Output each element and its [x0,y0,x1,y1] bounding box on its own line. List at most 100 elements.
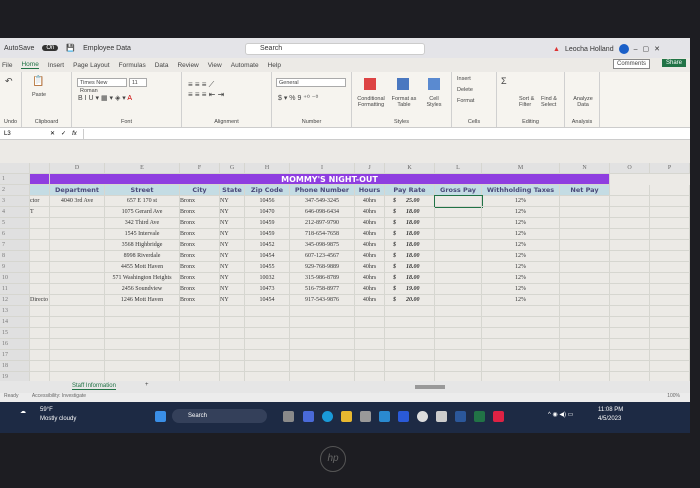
column-header-e[interactable]: E [105,163,180,174]
empty-cell[interactable] [610,295,650,306]
empty-cell[interactable] [355,328,385,339]
empty-cell[interactable] [105,350,180,361]
empty-cell[interactable] [30,361,50,372]
empty-cell[interactable] [435,339,482,350]
column-header-n[interactable]: N [560,163,610,174]
dept-cell[interactable] [50,218,105,229]
empty-cell[interactable] [180,339,220,350]
gross-pay-cell[interactable] [435,207,482,218]
column-header-l[interactable]: L [435,163,482,174]
empty-cell[interactable] [610,361,650,372]
empty-cell[interactable] [180,328,220,339]
city-cell[interactable]: Bronx [180,273,220,284]
empty-cell[interactable] [482,361,560,372]
horizontal-scrollbar[interactable] [415,385,445,389]
sort-filter-button[interactable]: Sort & Filter [519,96,535,108]
state-cell[interactable]: NY [220,284,245,295]
find-select-button[interactable]: Find & Select [541,96,557,108]
document-title[interactable]: Employee Data [83,44,131,52]
state-cell[interactable]: NY [220,262,245,273]
state-cell[interactable]: NY [220,196,245,207]
empty-cell[interactable] [650,328,690,339]
zip-cell[interactable]: 10459 [245,229,290,240]
header-gross-pay[interactable]: Gross Pay [435,185,482,196]
withholding-cell[interactable]: 12% [482,284,560,295]
zip-cell[interactable]: 10032 [245,273,290,284]
gross-pay-cell[interactable] [435,218,482,229]
hours-cell[interactable]: 40hrs [355,284,385,295]
search-box[interactable]: Search [245,43,425,55]
row-header[interactable]: 3 [0,196,30,207]
withholding-cell[interactable]: 12% [482,196,560,207]
empty-cell[interactable] [50,350,105,361]
format-as-table-button[interactable]: Format as Table [391,96,417,108]
title-cell[interactable]: ctor [30,196,50,207]
empty-cell[interactable] [610,196,650,207]
paste-button[interactable]: Paste [32,92,47,98]
street-cell[interactable]: 2456 Soundview [105,284,180,295]
empty-cell[interactable] [482,328,560,339]
autosum-icon[interactable]: Σ [501,76,507,86]
row-header[interactable]: 9 [0,262,30,273]
gross-pay-cell[interactable] [435,251,482,262]
withholding-cell[interactable]: 12% [482,240,560,251]
tab-data[interactable]: Data [154,61,169,69]
empty-cell[interactable] [385,361,435,372]
column-header-m[interactable]: M [482,163,560,174]
header-hours[interactable]: Hours [355,185,385,196]
insert-button[interactable]: Insert [457,76,471,82]
empty-cell[interactable] [290,339,355,350]
number-format-icons[interactable]: $ ▾ % 9 ⁺⁰ ⁻⁰ [278,95,319,102]
state-cell[interactable]: NY [220,273,245,284]
avatar[interactable] [618,44,629,54]
street-cell[interactable]: 3568 Highbridge [105,240,180,251]
phone-cell[interactable]: 607-123-4567 [290,251,355,262]
chrome-icon[interactable] [417,411,428,422]
header-street[interactable]: Street [105,185,180,196]
hours-cell[interactable]: 40hrs [355,229,385,240]
empty-cell[interactable] [105,339,180,350]
empty-cell[interactable] [610,350,650,361]
city-cell[interactable]: Bronx [180,196,220,207]
hours-cell[interactable]: 40hrs [355,196,385,207]
phone-cell[interactable]: 929-768-9889 [290,262,355,273]
empty-cell[interactable] [610,339,650,350]
zip-cell[interactable]: 10454 [245,295,290,306]
city-cell[interactable]: Bronx [180,295,220,306]
dept-cell[interactable] [50,284,105,295]
tab-automate[interactable]: Automate [230,61,259,69]
pay-rate-cell[interactable]: $18.00 [385,251,435,262]
empty-cell[interactable] [290,361,355,372]
column-header-j[interactable]: J [355,163,385,174]
empty-cell[interactable] [435,350,482,361]
phone-cell[interactable]: 315-986-8789 [290,273,355,284]
dept-cell[interactable] [50,229,105,240]
net-pay-cell[interactable] [560,262,610,273]
empty-cell[interactable] [355,306,385,317]
file-explorer-icon[interactable] [341,411,352,422]
empty-cell[interactable] [650,240,690,251]
dept-cell[interactable]: 4040 3rd Ave [50,196,105,207]
bold-italic-underline-buttons[interactable]: B I U ▾ ▦ ▾ ◈ ▾ A [78,95,133,102]
empty-cell[interactable] [180,361,220,372]
empty-cell[interactable] [220,306,245,317]
row-header[interactable]: 2 [0,185,30,196]
excel-icon[interactable] [474,411,485,422]
empty-cell[interactable] [610,262,650,273]
empty-cell[interactable] [290,306,355,317]
withholding-cell[interactable]: 12% [482,207,560,218]
empty-cell[interactable] [30,350,50,361]
row-header[interactable]: 18 [0,361,30,372]
net-pay-cell[interactable] [560,240,610,251]
hours-cell[interactable]: 40hrs [355,218,385,229]
empty-cell[interactable] [245,361,290,372]
empty-cell[interactable] [650,251,690,262]
empty-cell[interactable] [610,328,650,339]
phone-cell[interactable]: 347-549-3245 [290,196,355,207]
app-icon[interactable] [379,411,390,422]
add-sheet-icon[interactable]: + [145,382,149,388]
net-pay-cell[interactable] [560,284,610,295]
pay-rate-cell[interactable]: $25.00 [385,196,435,207]
select-all-corner[interactable] [0,163,30,174]
empty-cell[interactable] [290,350,355,361]
